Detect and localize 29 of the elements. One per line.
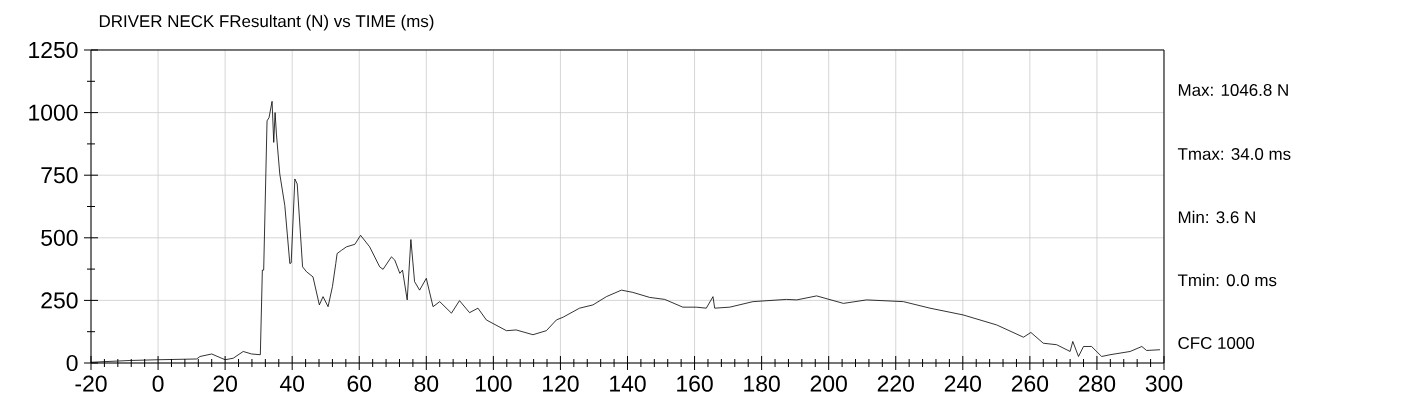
x-tick-label: 40: [279, 375, 305, 392]
x-tick-label: 20: [213, 375, 237, 392]
y-tick-label: 250: [41, 292, 78, 309]
x-tick-label: 0: [152, 375, 164, 392]
x-tick-label: 120: [543, 375, 579, 392]
y-tick-label: 500: [41, 229, 78, 246]
text: Min: 3.6 N: [1178, 210, 1255, 224]
x-tick-label: 200: [810, 375, 847, 392]
x-tick-label: -20: [75, 375, 107, 392]
x-tick-label: 80: [414, 375, 439, 392]
x-tick-label: 160: [677, 375, 713, 392]
chart-title: DRIVER NECK FResultant (N) vs TIME (ms): [99, 14, 434, 31]
x-tick-label: 220: [877, 375, 914, 392]
x-tick-label: 100: [476, 375, 512, 392]
y-tick-label: 750: [41, 167, 78, 184]
x-tick-label: 180: [744, 375, 780, 392]
x-tick-label: 140: [610, 375, 646, 392]
text: Tmin: 0.0 ms: [1177, 273, 1277, 287]
x-tick-label: 240: [944, 375, 982, 392]
x-tick-label: 300: [1145, 375, 1183, 392]
y-tick-label: 0: [66, 354, 78, 372]
x-tick-label: 260: [1011, 375, 1049, 392]
y-tick-label: 1000: [29, 104, 78, 121]
text: Max: 1046.8 N: [1178, 84, 1288, 96]
x-tick-label: 280: [1078, 375, 1116, 392]
text: Tmax: 34.0 ms: [1177, 148, 1291, 160]
text: CFC 1000: [1178, 337, 1255, 349]
x-tick-label: 60: [347, 375, 372, 392]
y-tick-label: 1250: [29, 41, 78, 59]
